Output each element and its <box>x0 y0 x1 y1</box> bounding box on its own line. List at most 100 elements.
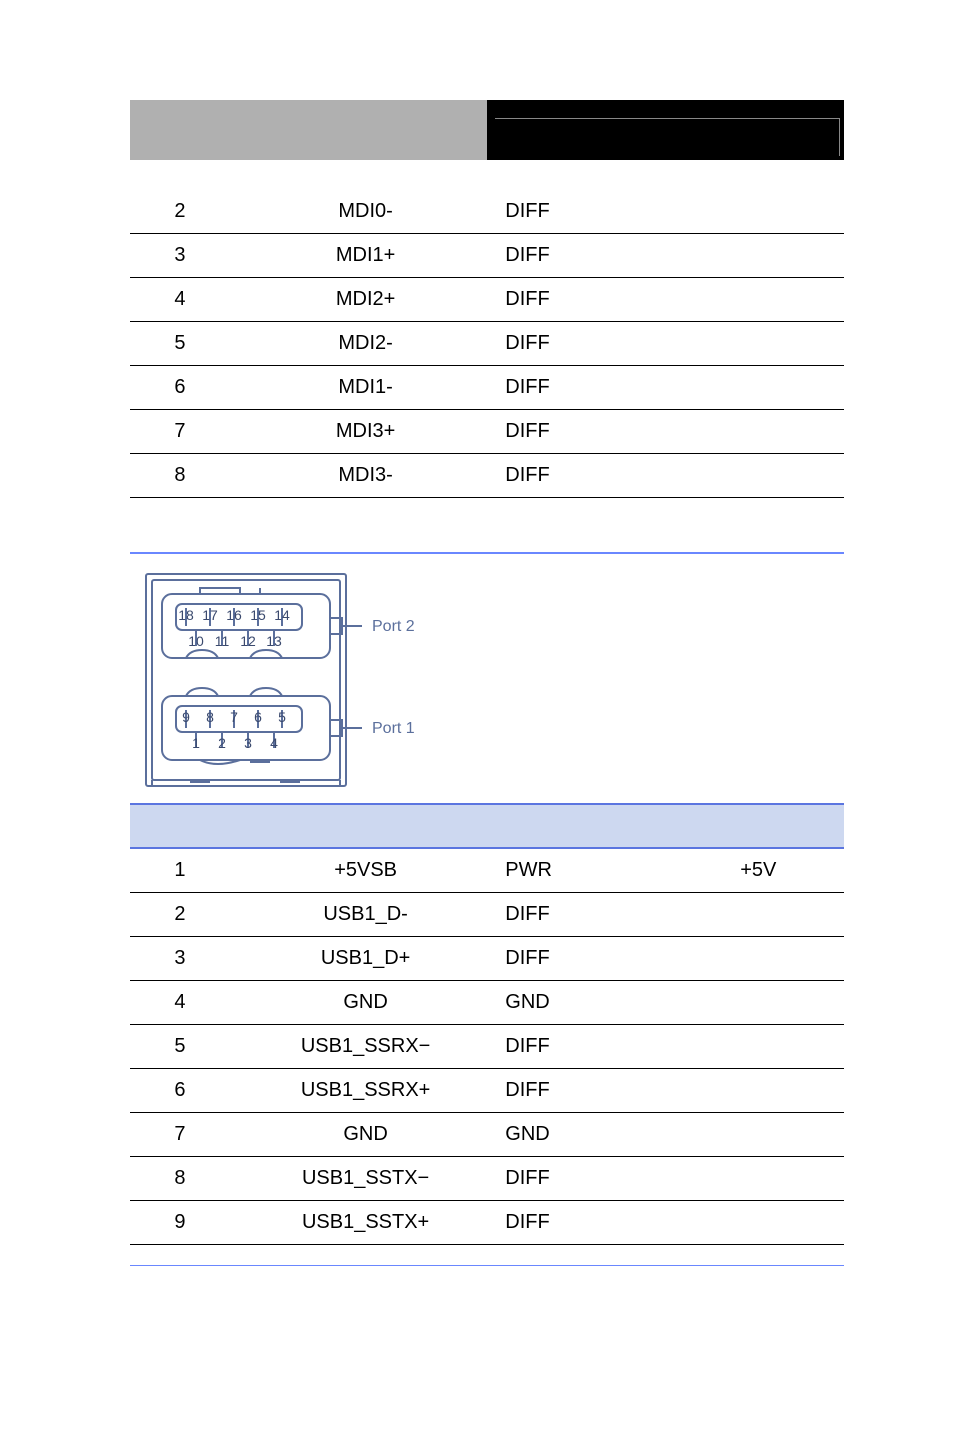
level-cell <box>673 190 844 234</box>
table-row: 5 USB1_SSRX− DIFF <box>130 1024 844 1068</box>
level-cell <box>673 1156 844 1200</box>
signal-cell: GND <box>230 1112 501 1156</box>
header-left-block <box>130 100 487 160</box>
pin-label: 8 <box>206 709 214 725</box>
level-cell <box>673 1200 844 1244</box>
table-row: 3 USB1_D+ DIFF <box>130 936 844 980</box>
port1-label: Port 1 <box>372 720 415 737</box>
signal-cell: MDI2+ <box>230 278 501 322</box>
type-cell: DIFF <box>501 1200 672 1244</box>
pin-cell: 4 <box>130 980 230 1024</box>
table-row: 2 MDI0- DIFF <box>130 190 844 234</box>
table-row: 7 GND GND <box>130 1112 844 1156</box>
table-row: 2 USB1_D- DIFF <box>130 892 844 936</box>
type-cell: DIFF <box>501 892 672 936</box>
signal-cell: USB1_D+ <box>230 936 501 980</box>
signal-cell: MDI3- <box>230 454 501 498</box>
pin-label: 9 <box>182 709 190 725</box>
table-row: 4 GND GND <box>130 980 844 1024</box>
pin-cell: 3 <box>130 936 230 980</box>
pin-label: 4 <box>270 735 278 751</box>
table-row: 1 +5VSB PWR +5V <box>130 849 844 893</box>
level-cell <box>673 980 844 1024</box>
pin-label: 2 <box>218 735 226 751</box>
pin-cell: 7 <box>130 1112 230 1156</box>
pin-label: 13 <box>266 633 282 649</box>
table-row: 6 USB1_SSRX+ DIFF <box>130 1068 844 1112</box>
pin-label: 1 <box>192 735 200 751</box>
level-cell <box>673 892 844 936</box>
signal-cell: MDI1- <box>230 366 501 410</box>
pin-cell: 4 <box>130 278 230 322</box>
pin-cell: 1 <box>130 849 230 893</box>
type-cell: DIFF <box>501 366 672 410</box>
signal-cell: USB1_SSRX− <box>230 1024 501 1068</box>
pin-cell: 3 <box>130 234 230 278</box>
type-cell: GND <box>501 1112 672 1156</box>
type-cell: DIFF <box>501 1068 672 1112</box>
pin-cell: 8 <box>130 454 230 498</box>
type-cell: GND <box>501 980 672 1024</box>
table-row: 8 USB1_SSTX− DIFF <box>130 1156 844 1200</box>
pin-cell: 6 <box>130 1068 230 1112</box>
level-cell <box>673 1024 844 1068</box>
signal-cell: GND <box>230 980 501 1024</box>
signal-cell: USB1_D- <box>230 892 501 936</box>
table-row: 5 MDI2- DIFF <box>130 322 844 366</box>
lan-pin-table: 2 MDI0- DIFF 3 MDI1+ DIFF 4 MDI2+ DIFF 5… <box>130 190 844 498</box>
level-cell <box>673 322 844 366</box>
type-cell: PWR <box>501 849 672 893</box>
signal-cell: MDI3+ <box>230 410 501 454</box>
pin-label: 16 <box>226 607 242 623</box>
level-cell <box>673 278 844 322</box>
pin-label: 17 <box>202 607 218 623</box>
header-right-block <box>487 100 844 160</box>
port2-label: Port 2 <box>372 618 415 635</box>
pin-label: 3 <box>244 735 252 751</box>
section-divider <box>130 552 844 554</box>
usb-pin-table: 1 +5VSB PWR +5V 2 USB1_D- DIFF 3 USB1_D+… <box>130 849 844 1245</box>
level-cell <box>673 410 844 454</box>
usb-connector-diagram: 18 17 16 15 14 10 11 12 13 9 8 7 6 5 1 2… <box>130 568 844 803</box>
signal-cell: MDI0- <box>230 190 501 234</box>
type-cell: DIFF <box>501 234 672 278</box>
pin-label: 10 <box>188 633 204 649</box>
level-cell <box>673 936 844 980</box>
type-cell: DIFF <box>501 1024 672 1068</box>
type-cell: DIFF <box>501 454 672 498</box>
table-row: 9 USB1_SSTX+ DIFF <box>130 1200 844 1244</box>
type-cell: DIFF <box>501 278 672 322</box>
usb-table-header-bar <box>130 803 844 849</box>
level-cell: +5V <box>673 849 844 893</box>
type-cell: DIFF <box>501 936 672 980</box>
table-row: 6 MDI1- DIFF <box>130 366 844 410</box>
signal-cell: +5VSB <box>230 849 501 893</box>
pin-cell: 5 <box>130 322 230 366</box>
pin-cell: 2 <box>130 892 230 936</box>
level-cell <box>673 454 844 498</box>
type-cell: DIFF <box>501 1156 672 1200</box>
signal-cell: USB1_SSTX+ <box>230 1200 501 1244</box>
level-cell <box>673 366 844 410</box>
level-cell <box>673 1068 844 1112</box>
pin-label: 11 <box>215 633 230 649</box>
type-cell: DIFF <box>501 190 672 234</box>
signal-cell: MDI1+ <box>230 234 501 278</box>
level-cell <box>673 234 844 278</box>
page-footer-rule <box>130 1265 844 1267</box>
signal-cell: USB1_SSTX− <box>230 1156 501 1200</box>
pin-cell: 9 <box>130 1200 230 1244</box>
table-row: 8 MDI3- DIFF <box>130 454 844 498</box>
pin-label: 5 <box>278 709 286 725</box>
pin-label: 18 <box>178 607 194 623</box>
connector-svg: 18 17 16 15 14 10 11 12 13 9 8 7 6 5 1 2… <box>140 568 460 793</box>
header-banner <box>130 100 844 160</box>
signal-cell: USB1_SSRX+ <box>230 1068 501 1112</box>
pin-label: 15 <box>250 607 266 623</box>
pin-label: 7 <box>230 709 238 725</box>
pin-label: 12 <box>240 633 256 649</box>
table-row: 7 MDI3+ DIFF <box>130 410 844 454</box>
pin-cell: 8 <box>130 1156 230 1200</box>
pin-cell: 5 <box>130 1024 230 1068</box>
pin-label: 6 <box>254 709 262 725</box>
